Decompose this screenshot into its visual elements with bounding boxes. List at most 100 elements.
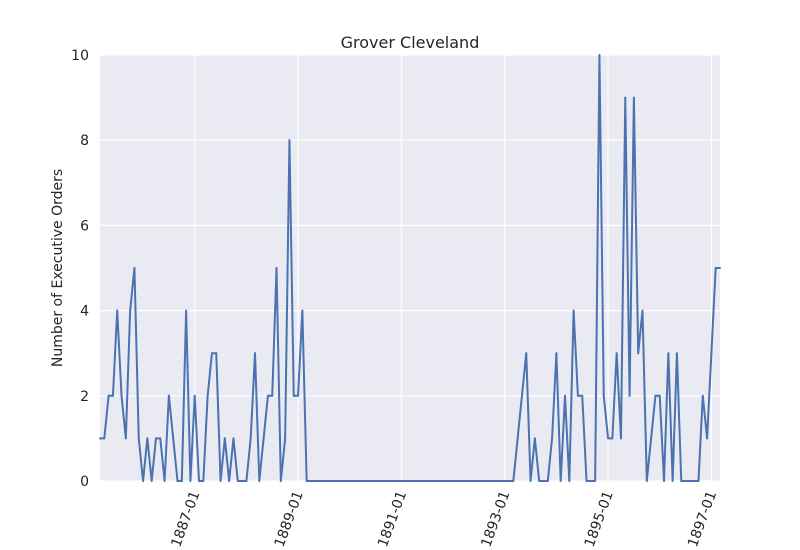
data-point: [602, 394, 605, 397]
grid-lines: [100, 54, 720, 482]
data-point: [258, 480, 261, 482]
data-point: [241, 480, 244, 482]
data-point: [719, 267, 721, 269]
data-point: [309, 480, 312, 482]
data-point: [275, 267, 278, 269]
data-point: [542, 480, 545, 482]
y-tick-label: 8: [80, 133, 89, 149]
data-point: [150, 480, 153, 482]
data-point: [189, 480, 192, 482]
data-point: [710, 352, 713, 355]
data-point: [129, 309, 132, 312]
data-point: [667, 352, 670, 355]
data-point: [180, 480, 183, 482]
data-point: [641, 309, 644, 312]
data-point: [120, 394, 123, 397]
data-point: [688, 480, 691, 482]
data-point: [572, 309, 575, 312]
data-point: [564, 394, 566, 397]
data-point: [594, 480, 597, 482]
series-group: [99, 54, 721, 482]
data-point: [103, 437, 106, 440]
data-point: [576, 394, 579, 397]
data-point: [193, 394, 196, 397]
data-point: [297, 394, 300, 397]
data-point: [249, 437, 252, 440]
data-point: [546, 480, 549, 482]
data-point: [107, 394, 110, 397]
data-point: [210, 352, 213, 355]
chart-title: Grover Cleveland: [341, 33, 480, 52]
data-point: [589, 480, 592, 482]
data-point: [611, 437, 614, 440]
data-point: [305, 480, 308, 482]
data-point: [279, 480, 282, 482]
data-point: [288, 139, 291, 142]
data-point: [284, 437, 287, 440]
data-point: [159, 437, 162, 440]
data-point: [111, 394, 114, 397]
data-point: [598, 54, 601, 56]
x-tick-label: 1887-01: [168, 489, 203, 549]
data-point: [176, 480, 179, 482]
data-point: [219, 480, 222, 482]
data-point: [154, 437, 157, 440]
data-point: [607, 437, 610, 440]
data-point: [680, 480, 683, 482]
data-point: [529, 480, 532, 482]
data-point: [215, 352, 218, 355]
data-point: [684, 480, 687, 482]
data-point: [555, 352, 558, 355]
data-point: [697, 480, 700, 482]
data-point: [163, 480, 166, 482]
y-tick-label: 2: [80, 389, 89, 405]
data-point: [585, 480, 588, 482]
x-tick-label: 1893-01: [478, 489, 513, 549]
data-point: [520, 394, 523, 397]
data-point: [525, 352, 528, 355]
x-tick-label: 1895-01: [582, 489, 617, 549]
data-point: [236, 480, 239, 482]
data-point: [228, 480, 231, 482]
data-point: [198, 480, 201, 482]
data-point: [663, 480, 666, 482]
data-point: [538, 480, 541, 482]
data-point: [645, 480, 648, 482]
data-point: [167, 394, 170, 397]
data-point: [675, 352, 678, 355]
data-point: [142, 480, 145, 482]
data-point: [628, 394, 631, 397]
data-point: [632, 96, 635, 99]
data-point: [693, 480, 696, 482]
data-point: [568, 480, 571, 482]
data-point: [232, 437, 235, 440]
data-point: [99, 437, 101, 440]
data-point: [512, 480, 515, 482]
data-point: [658, 394, 661, 397]
data-point: [654, 394, 657, 397]
data-point: [619, 437, 622, 440]
data-point: [516, 437, 519, 440]
data-point: [124, 437, 127, 440]
data-point: [254, 352, 256, 355]
x-tick-label: 1897-01: [685, 489, 720, 549]
x-tick-label: 1891-01: [375, 489, 410, 549]
data-point: [206, 394, 209, 397]
data-point: [551, 437, 554, 440]
data-point: [671, 480, 674, 482]
data-point: [533, 437, 536, 440]
x-tick-label: 1889-01: [272, 489, 307, 549]
plot-background: [100, 55, 720, 481]
data-point: [245, 480, 248, 482]
data-point: [701, 394, 704, 397]
y-tick-label: 4: [80, 304, 89, 320]
data-point: [266, 394, 269, 397]
data-point: [714, 267, 717, 269]
y-tick-label: 10: [71, 48, 89, 64]
data-point: [262, 437, 265, 440]
y-axis-label: Number of Executive Orders: [50, 169, 66, 367]
data-point: [271, 394, 274, 397]
data-point: [650, 437, 653, 440]
y-tick-label: 6: [80, 218, 89, 234]
